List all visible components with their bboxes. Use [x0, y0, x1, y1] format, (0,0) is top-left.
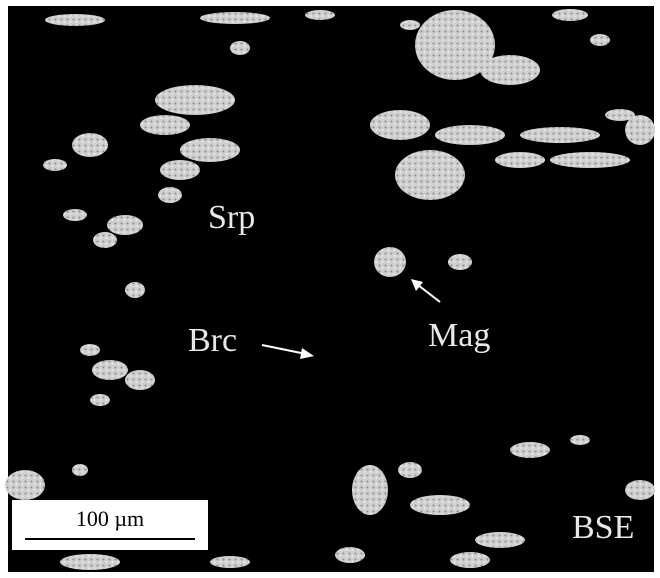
label-srp: Srp	[208, 199, 255, 236]
label-brc: Brc	[188, 322, 237, 359]
label-mag: Mag	[428, 317, 490, 354]
image-background	[8, 6, 654, 572]
micrograph: Srp Brc Mag BSE 100 µm	[0, 0, 660, 578]
scale-bar-label: 100 µm	[76, 506, 144, 531]
label-mode: BSE	[572, 509, 634, 546]
